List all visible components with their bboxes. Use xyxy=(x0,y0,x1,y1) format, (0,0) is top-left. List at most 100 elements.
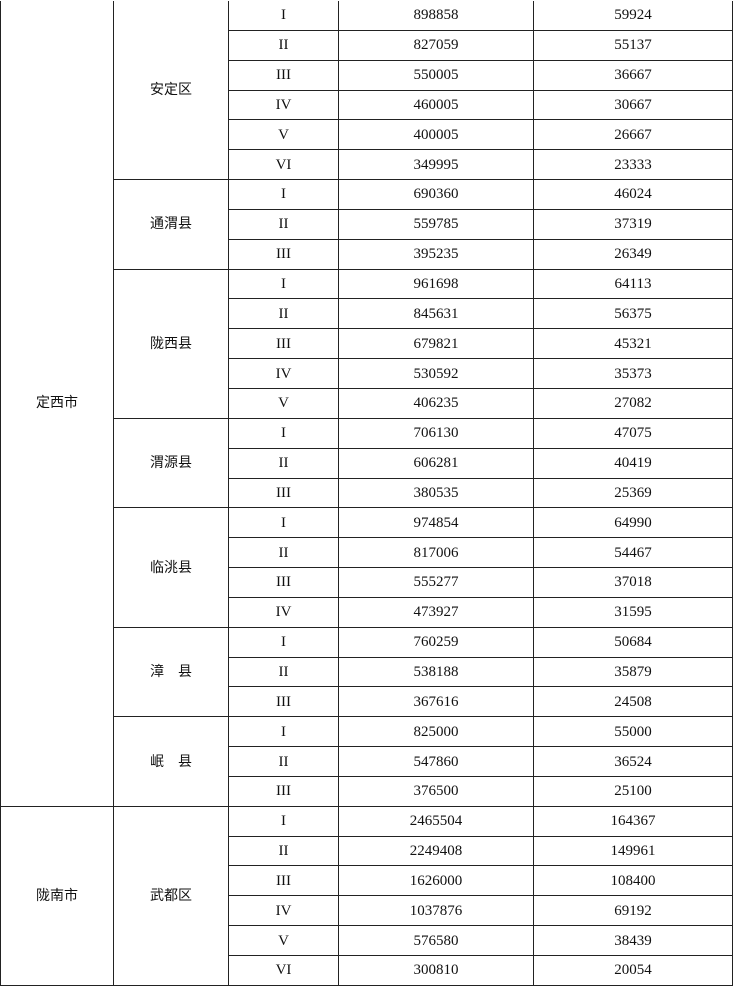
grade-cell: II xyxy=(228,447,339,479)
grade-cell: I xyxy=(228,716,339,748)
county-cell: 通渭县 xyxy=(113,179,229,270)
unit-value-cell: 69192 xyxy=(533,895,733,927)
county-cell: 安定区 xyxy=(113,1,229,181)
value-cell: 555277 xyxy=(338,567,534,598)
grade-cell: III xyxy=(228,775,339,807)
unit-value-cell: 25369 xyxy=(533,477,733,509)
value-cell: 380535 xyxy=(338,477,534,509)
table-row: V 406235 27082 xyxy=(1,387,733,419)
value-cell: 559785 xyxy=(338,208,534,240)
table-row: III 395235 26349 xyxy=(1,238,733,270)
grade-cell: III xyxy=(228,59,339,91)
unit-value-cell: 149961 xyxy=(533,835,733,867)
table-row: II 2249408 149961 xyxy=(1,835,733,867)
table-row: III 367616 24508 xyxy=(1,686,733,718)
value-cell: 576580 xyxy=(338,925,534,956)
county-cell: 陇西县 xyxy=(113,268,229,419)
unit-value-cell: 37319 xyxy=(533,208,733,240)
grade-cell: IV xyxy=(228,895,339,927)
grade-cell: I xyxy=(228,626,339,658)
table-row: 岷 县 I 825000 55000 xyxy=(1,716,733,807)
value-cell: 825000 xyxy=(338,716,534,748)
unit-value-cell: 35879 xyxy=(533,656,733,688)
value-cell: 845631 xyxy=(338,298,534,330)
grade-cell: II xyxy=(228,208,339,240)
unit-value-cell: 40419 xyxy=(533,447,733,479)
value-cell: 690360 xyxy=(338,179,534,210)
value-cell: 376500 xyxy=(338,775,534,807)
grade-cell: IV xyxy=(228,358,339,389)
table-row: II 547860 36524 xyxy=(1,746,733,777)
value-cell: 547860 xyxy=(338,746,534,777)
grade-cell: V xyxy=(228,387,339,419)
value-cell: 817006 xyxy=(338,537,534,569)
value-cell: 473927 xyxy=(338,596,534,628)
grade-cell: III xyxy=(228,328,339,360)
unit-value-cell: 50684 xyxy=(533,626,733,658)
table-row: II 845631 56375 xyxy=(1,298,733,330)
unit-value-cell: 59924 xyxy=(533,1,733,31)
value-cell: 706130 xyxy=(338,417,534,449)
table-row: V 400005 26667 xyxy=(1,119,733,151)
grade-cell: II xyxy=(228,298,339,330)
value-cell: 760259 xyxy=(338,626,534,658)
value-cell: 460005 xyxy=(338,89,534,121)
value-cell: 679821 xyxy=(338,328,534,360)
grade-cell: III xyxy=(228,686,339,718)
county-cell: 岷 县 xyxy=(113,716,229,807)
county-cell: 渭源县 xyxy=(113,417,229,509)
grade-cell: II xyxy=(228,746,339,777)
grade-cell: II xyxy=(228,29,339,61)
grade-cell: I xyxy=(228,1,339,31)
value-cell: 1037876 xyxy=(338,895,534,927)
table-row: 临洮县 I 974854 64990 xyxy=(1,507,733,628)
unit-value-cell: 35373 xyxy=(533,358,733,389)
table-row: 通渭县 I 690360 46024 xyxy=(1,179,733,270)
unit-value-cell: 54467 xyxy=(533,537,733,569)
unit-value-cell: 164367 xyxy=(533,805,733,837)
unit-value-cell: 108400 xyxy=(533,865,733,897)
unit-value-cell: 55000 xyxy=(533,716,733,748)
table-row: 陇西县 I 961698 64113 xyxy=(1,268,733,419)
unit-value-cell: 31595 xyxy=(533,596,733,628)
unit-value-cell: 64990 xyxy=(533,507,733,539)
value-cell: 530592 xyxy=(338,358,534,389)
grade-cell: II xyxy=(228,656,339,688)
unit-value-cell: 37018 xyxy=(533,567,733,598)
table-row: III 380535 25369 xyxy=(1,477,733,509)
table-row: V 576580 38439 xyxy=(1,925,733,956)
table-row: VI 300810 20054 xyxy=(1,955,733,986)
grade-cell: II xyxy=(228,835,339,867)
grade-cell: III xyxy=(228,865,339,897)
grade-cell: IV xyxy=(228,596,339,628)
value-cell: 400005 xyxy=(338,119,534,151)
table-row: III 550005 36667 xyxy=(1,59,733,91)
unit-value-cell: 47075 xyxy=(533,417,733,449)
grade-cell: IV xyxy=(228,89,339,121)
grade-cell: I xyxy=(228,507,339,539)
value-cell: 395235 xyxy=(338,238,534,270)
unit-value-cell: 26667 xyxy=(533,119,733,151)
unit-value-cell: 64113 xyxy=(533,268,733,300)
county-cell: 临洮县 xyxy=(113,507,229,628)
unit-value-cell: 36667 xyxy=(533,59,733,91)
table-row: II 538188 35879 xyxy=(1,656,733,688)
grade-cell: VI xyxy=(228,955,339,986)
grade-cell: I xyxy=(228,268,339,300)
value-cell: 367616 xyxy=(338,686,534,718)
grade-cell: III xyxy=(228,238,339,270)
unit-value-cell: 46024 xyxy=(533,179,733,210)
value-cell: 961698 xyxy=(338,268,534,300)
unit-value-cell: 25100 xyxy=(533,775,733,807)
unit-value-cell: 30667 xyxy=(533,89,733,121)
table-row: IV 460005 30667 xyxy=(1,89,733,121)
grade-cell: I xyxy=(228,417,339,449)
table-row: IV 473927 31595 xyxy=(1,596,733,628)
unit-value-cell: 20054 xyxy=(533,955,733,986)
table-row: IV 530592 35373 xyxy=(1,358,733,389)
unit-value-cell: 26349 xyxy=(533,238,733,270)
unit-value-cell: 27082 xyxy=(533,387,733,419)
table-row: III 679821 45321 xyxy=(1,328,733,360)
